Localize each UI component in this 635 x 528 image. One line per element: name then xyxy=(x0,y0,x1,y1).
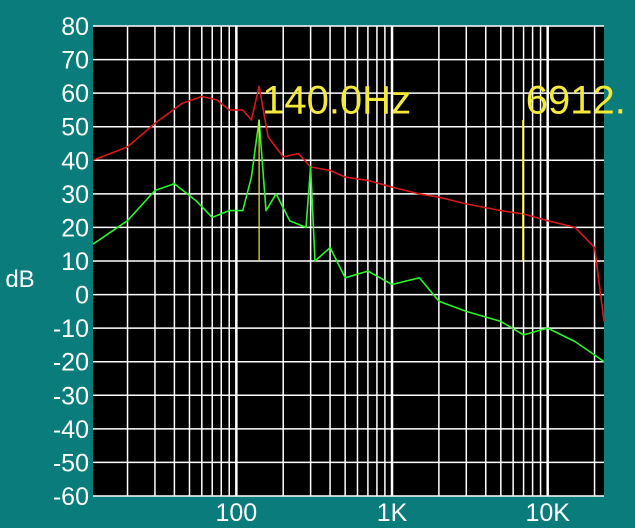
y-tick-label: -10 xyxy=(53,315,89,343)
y-tick-label: 10 xyxy=(61,248,89,276)
y-tick-label: 60 xyxy=(61,80,89,108)
marker-layer: 140.0Hz 6912. xyxy=(258,78,626,261)
y-tick-label: -50 xyxy=(53,449,89,477)
y-tick-label: 80 xyxy=(61,13,89,41)
marker-label-2: 6912. xyxy=(526,78,626,122)
y-tick-label: 50 xyxy=(61,114,89,142)
series-layer xyxy=(92,85,605,363)
y-tick-label: -20 xyxy=(53,349,89,377)
y-tick-label: 40 xyxy=(61,147,89,175)
y-tick-label: -30 xyxy=(53,382,89,410)
y-tick-label: -60 xyxy=(53,483,89,511)
y-tick-label: 20 xyxy=(61,214,89,242)
x-tick-label: 1K xyxy=(377,499,408,527)
grid-lines xyxy=(93,25,604,497)
marker-label-1: 140.0Hz xyxy=(262,78,411,122)
y-tick-label: 30 xyxy=(61,181,89,209)
series-line-2 xyxy=(92,119,605,363)
y-axis-label: dB xyxy=(5,266,34,293)
x-tick-label: 100 xyxy=(215,499,257,527)
y-tick-label: 0 xyxy=(75,282,89,310)
y-tick-label: -40 xyxy=(53,416,89,444)
y-tick-labels: 80 70 60 50 40 30 20 10 0 -10 -20 -30 -40 -50 -60 xyxy=(53,13,89,511)
x-tick-label: 10K xyxy=(525,499,570,527)
y-tick-label: 70 xyxy=(61,47,89,75)
x-tick-labels: 100 1K 10K xyxy=(215,499,570,527)
